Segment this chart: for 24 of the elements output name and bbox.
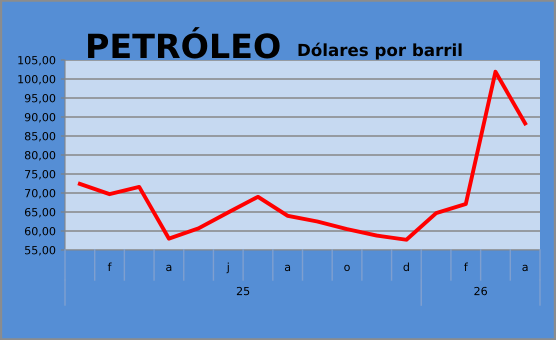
x-tick-label: a: [284, 264, 290, 272]
y-tick-label: 65,00: [24, 208, 56, 218]
text: 25: [236, 286, 250, 296]
y-tick-label: 70,00: [25, 188, 56, 199]
x-tick-label: f: [464, 262, 468, 271]
x-tick-label: o: [344, 264, 350, 272]
y-tick-label: 105,00: [18, 56, 56, 66]
line-series: [78, 70, 528, 242]
y-tick-label: 75,00: [25, 170, 56, 180]
x-tick-label: d: [403, 262, 409, 272]
x-tick-label: j: [226, 262, 229, 274]
x-tick-label: a: [166, 264, 172, 272]
y-tick-label: 80,00: [24, 150, 56, 161]
y-tick-label: 95,00: [24, 94, 56, 104]
x-tick-label: a: [522, 264, 528, 272]
y-tick-label: 100,00: [18, 74, 56, 85]
x-tick-label: f: [108, 262, 112, 271]
text: 26: [474, 286, 487, 296]
chart-title: PETRÓLEO: [88, 27, 280, 58]
y-tick-label: 55,00: [25, 246, 56, 256]
y-tick-label: 60,00: [24, 226, 56, 237]
y-tick-label: 85,00: [24, 132, 56, 142]
chart-subtitle: Dólares por barril: [298, 42, 462, 60]
y-tick-label: 90,00: [24, 112, 56, 123]
